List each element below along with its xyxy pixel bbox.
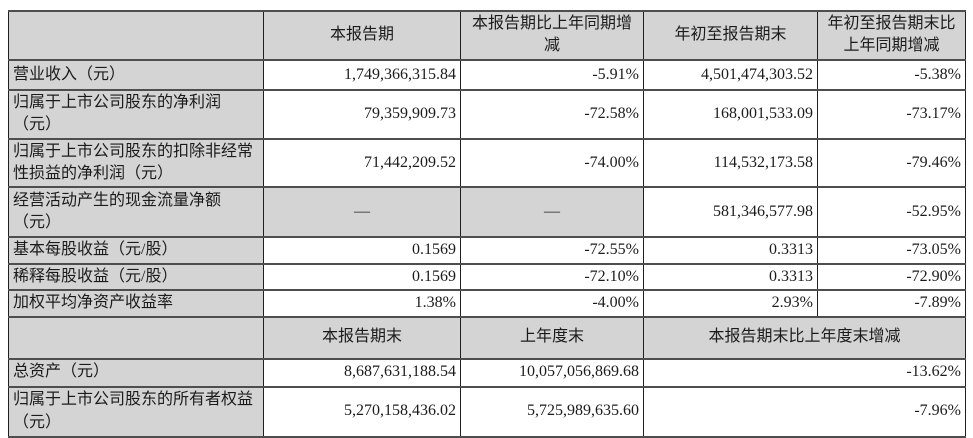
value-cell: -72.10% bbox=[460, 262, 644, 292]
table-row-operating-cash-flow: 经营活动产生的现金流量净额（元） — — 581,346,577.98 -52.… bbox=[8, 186, 966, 239]
value-cell-empty: — bbox=[263, 186, 461, 239]
column-header-change-vs-last-year-end: 本报告期末比上年度末增减 bbox=[643, 315, 966, 360]
value-cell: -73.05% bbox=[817, 236, 966, 265]
value-cell: -7.89% bbox=[817, 289, 966, 318]
value-cell: -5.38% bbox=[817, 58, 966, 91]
table-row-equity-attributable-to-shareholders: 归属于上市公司股东的所有者权益（元） 5,270,158,436.02 5,72… bbox=[8, 385, 966, 438]
table-row-weighted-avg-roe: 加权平均净资产收益率 1.38% -4.00% 2.93% -7.89% bbox=[8, 289, 966, 318]
value-cell: 0.1569 bbox=[263, 236, 461, 265]
financial-summary: 本报告期 本报告期比上年同期增减 年初至报告期末 年初至报告期末比上年同期增减 … bbox=[8, 10, 966, 438]
value-cell: -73.17% bbox=[817, 88, 966, 140]
value-cell: 1.38% bbox=[263, 289, 461, 318]
table-row-total-assets: 总资产（元） 8,687,631,188.54 10,057,056,869.6… bbox=[8, 357, 966, 388]
value-cell: -52.95% bbox=[817, 186, 966, 239]
row-label: 归属于上市公司股东的扣除非经常性损益的净利润（元） bbox=[8, 137, 264, 189]
section2-header-row: 本报告期末 上年度末 本报告期末比上年度末增减 bbox=[8, 315, 966, 360]
row-label: 总资产（元） bbox=[8, 357, 264, 388]
section1-header-row: 本报告期 本报告期比上年同期增减 年初至报告期末 年初至报告期末比上年同期增减 bbox=[8, 10, 966, 61]
table-row-basic-eps: 基本每股收益（元/股） 0.1569 -72.55% 0.3313 -73.05… bbox=[8, 236, 966, 265]
value-cell: -7.96% bbox=[643, 385, 966, 438]
value-cell: 4,501,474,303.52 bbox=[643, 58, 818, 91]
value-cell: -72.55% bbox=[460, 236, 644, 265]
value-cell: -5.91% bbox=[460, 58, 644, 91]
value-cell: 0.3313 bbox=[643, 262, 818, 292]
value-cell: 114,532,173.58 bbox=[643, 137, 818, 189]
value-cell: 5,270,158,436.02 bbox=[263, 385, 461, 438]
value-cell: -74.00% bbox=[460, 137, 644, 189]
column-header-current-period: 本报告期 bbox=[263, 10, 461, 61]
row-label: 归属于上市公司股东的净利润（元） bbox=[8, 88, 264, 140]
value-cell: 79,359,909.73 bbox=[263, 88, 461, 140]
column-header-period-end: 本报告期末 bbox=[263, 315, 461, 360]
value-cell: 5,725,989,635.60 bbox=[460, 385, 644, 438]
value-cell: 2.93% bbox=[643, 289, 818, 318]
row-label: 归属于上市公司股东的所有者权益（元） bbox=[8, 385, 264, 438]
value-cell: 0.1569 bbox=[263, 262, 461, 292]
value-cell: 1,749,366,315.84 bbox=[263, 58, 461, 91]
corner-cell bbox=[8, 10, 264, 61]
table-row-net-profit: 归属于上市公司股东的净利润（元） 79,359,909.73 -72.58% 1… bbox=[8, 88, 966, 140]
row-label: 营业收入（元） bbox=[8, 58, 264, 91]
row-label: 稀释每股收益（元/股） bbox=[8, 262, 264, 292]
row-label: 经营活动产生的现金流量净额（元） bbox=[8, 186, 264, 239]
row-label: 加权平均净资产收益率 bbox=[8, 289, 264, 318]
row-label: 基本每股收益（元/股） bbox=[8, 236, 264, 265]
column-header-ytd: 年初至报告期末 bbox=[643, 10, 818, 61]
value-cell: 581,346,577.98 bbox=[643, 186, 818, 239]
column-header-last-year-end: 上年度末 bbox=[460, 315, 644, 360]
value-cell: -13.62% bbox=[643, 357, 966, 388]
value-cell: 10,057,056,869.68 bbox=[460, 357, 644, 388]
value-cell: -72.90% bbox=[817, 262, 966, 292]
corner-cell bbox=[8, 315, 264, 360]
table-row-diluted-eps: 稀释每股收益（元/股） 0.1569 -72.10% 0.3313 -72.90… bbox=[8, 262, 966, 292]
value-cell: -4.00% bbox=[460, 289, 644, 318]
value-cell: 0.3313 bbox=[643, 236, 818, 265]
value-cell: -72.58% bbox=[460, 88, 644, 140]
column-header-ytd-yoy: 年初至报告期末比上年同期增减 bbox=[817, 10, 966, 61]
value-cell-empty: — bbox=[460, 186, 644, 239]
value-cell: 71,442,209.52 bbox=[263, 137, 461, 189]
value-cell: -79.46% bbox=[817, 137, 966, 189]
financial-summary-table: 本报告期 本报告期比上年同期增减 年初至报告期末 年初至报告期末比上年同期增减 … bbox=[8, 10, 966, 438]
table-row-revenue: 营业收入（元） 1,749,366,315.84 -5.91% 4,501,47… bbox=[8, 58, 966, 91]
table-row-net-profit-excl-nonrecurring: 归属于上市公司股东的扣除非经常性损益的净利润（元） 71,442,209.52 … bbox=[8, 137, 966, 189]
value-cell: 8,687,631,188.54 bbox=[263, 357, 461, 388]
column-header-current-period-yoy: 本报告期比上年同期增减 bbox=[460, 10, 644, 61]
value-cell: 168,001,533.09 bbox=[643, 88, 818, 140]
